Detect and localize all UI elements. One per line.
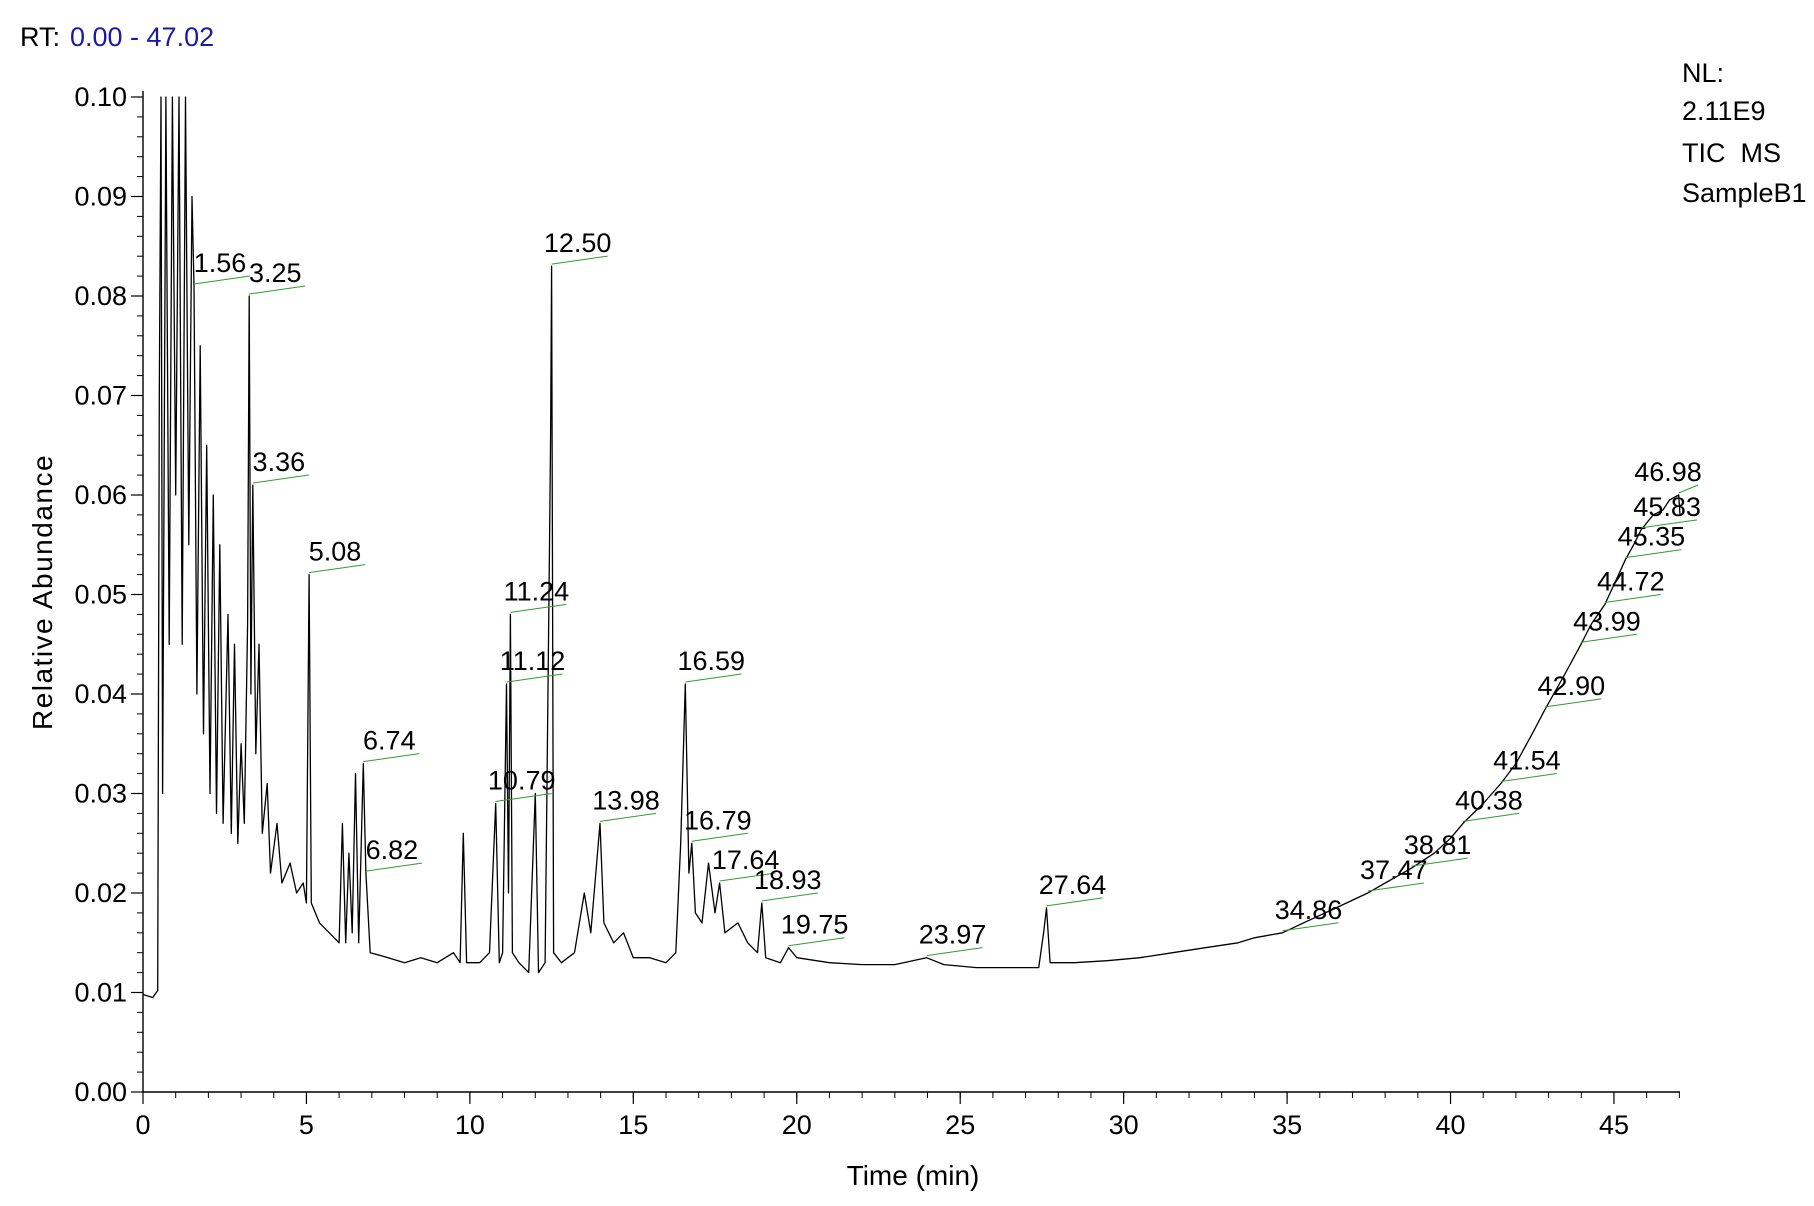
y-tick-label: 0.00 xyxy=(74,1077,127,1107)
peak-label: 44.72 xyxy=(1597,566,1665,596)
peak-leader xyxy=(249,285,306,295)
peak-leader xyxy=(1411,857,1468,867)
y-tick-label: 0.10 xyxy=(74,82,127,112)
x-tick-label: 30 xyxy=(1109,1110,1139,1140)
peak-label: 40.38 xyxy=(1455,785,1523,815)
peak-label: 6.82 xyxy=(366,835,419,865)
x-tick-label: 0 xyxy=(135,1110,150,1140)
x-tick-label: 25 xyxy=(945,1110,975,1140)
peak-label: 3.36 xyxy=(253,447,306,477)
peak-leader xyxy=(1580,633,1638,643)
peak-leader xyxy=(1462,812,1520,822)
x-axis-title: Time (min) xyxy=(847,1160,980,1191)
x-tick-label: 35 xyxy=(1272,1110,1302,1140)
peak-labels: 1.56 3.25 3.36 5.08 6.74 6.82 10.79 11.12 11.24 1… xyxy=(193,228,1702,957)
peak-leader xyxy=(1604,593,1661,603)
peak-label: 16.79 xyxy=(684,805,752,835)
peak-leader xyxy=(1367,882,1424,892)
peak-label: 17.64 xyxy=(712,845,780,875)
x-tick-label: 5 xyxy=(299,1110,314,1140)
y-tick-label: 0.08 xyxy=(74,281,127,311)
peak-leader xyxy=(308,564,366,574)
nl-value: 2.11E9 xyxy=(1682,96,1766,126)
peak-label: 37.47 xyxy=(1360,855,1428,885)
peak-label: 16.59 xyxy=(678,646,746,676)
peak-leader xyxy=(551,255,608,265)
peak-label: 34.86 xyxy=(1275,895,1343,925)
peak-label: 10.79 xyxy=(488,765,556,795)
rt-label: RT: xyxy=(20,22,60,52)
peak-leader xyxy=(926,947,983,957)
peak-label: 46.98 xyxy=(1634,457,1702,487)
peak-label: 19.75 xyxy=(781,910,849,940)
peak-label: 12.50 xyxy=(544,228,612,258)
peak-leader xyxy=(1046,897,1103,907)
peak-leader xyxy=(761,892,818,902)
trace-layer xyxy=(142,96,1681,999)
sample-name: SampleB1 xyxy=(1682,178,1807,208)
peak-leader xyxy=(1641,519,1698,529)
peak-leader xyxy=(685,673,742,683)
rt-range: 0.00 - 47.02 xyxy=(70,22,214,52)
y-axis-title: Relative Abundance xyxy=(27,454,58,730)
peak-label: 42.90 xyxy=(1538,671,1606,701)
peak-label: 13.98 xyxy=(592,785,660,815)
nl-label: NL: xyxy=(1682,58,1724,88)
peak-label: 38.81 xyxy=(1404,830,1472,860)
peak-leader xyxy=(719,872,776,882)
peak-label: 18.93 xyxy=(754,865,822,895)
peak-label: 5.08 xyxy=(309,537,362,567)
peak-leader xyxy=(495,792,552,802)
y-tick-label: 0.02 xyxy=(74,878,127,908)
peak-leader xyxy=(1282,922,1339,932)
peak-label: 6.74 xyxy=(363,726,416,756)
peak-label: 11.24 xyxy=(504,576,570,606)
x-tick-label: 40 xyxy=(1436,1110,1466,1140)
peak-label: 41.54 xyxy=(1493,746,1561,776)
peak-label: 11.12 xyxy=(500,646,566,676)
y-tick-label: 0.09 xyxy=(74,182,127,212)
y-tick-label: 0.04 xyxy=(74,679,127,709)
peak-leader xyxy=(1545,698,1602,708)
peak-leader xyxy=(365,862,423,872)
peak-label: 45.83 xyxy=(1633,492,1701,522)
peak-label: 43.99 xyxy=(1573,606,1641,636)
peak-leader xyxy=(363,753,420,763)
y-tick-label: 0.01 xyxy=(74,978,127,1008)
tic-trace-0 xyxy=(142,96,1681,999)
x-tick-label: 10 xyxy=(455,1110,485,1140)
peak-leader xyxy=(788,937,845,947)
peak-leader xyxy=(1678,484,1699,494)
peak-label: 23.97 xyxy=(919,920,987,950)
peak-label: 1.56 xyxy=(194,248,247,278)
peak-leader xyxy=(193,275,251,285)
peak-leader xyxy=(252,474,309,484)
x-tick-label: 20 xyxy=(782,1110,812,1140)
scan-type: TIC MS xyxy=(1682,138,1781,168)
y-tick-label: 0.07 xyxy=(74,381,127,411)
peak-label: 3.25 xyxy=(249,258,302,288)
peak-leader xyxy=(1625,549,1682,559)
y-tick-label: 0.06 xyxy=(74,480,127,510)
y-tick-label: 0.05 xyxy=(74,580,127,610)
peak-leader xyxy=(510,603,567,613)
peak-leader xyxy=(599,812,657,822)
peak-leader xyxy=(691,832,748,842)
peak-label: 27.64 xyxy=(1039,870,1107,900)
axes: 0.00 0.01 0.02 0.03 0.04 0.05 0.06 0.07 0.08 0.09… xyxy=(74,82,1680,1140)
x-tick-label: 45 xyxy=(1599,1110,1629,1140)
x-tick-label: 15 xyxy=(618,1110,648,1140)
peak-leader xyxy=(506,673,563,683)
y-tick-label: 0.03 xyxy=(74,779,127,809)
peak-leader xyxy=(1500,773,1557,783)
